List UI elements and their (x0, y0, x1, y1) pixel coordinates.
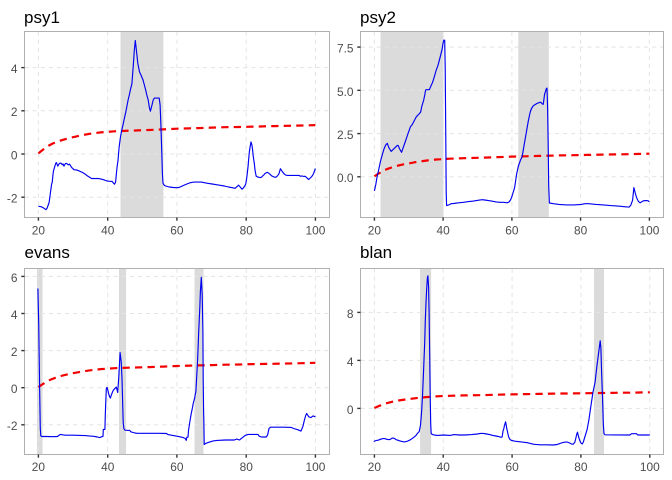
svg-text:20: 20 (368, 460, 382, 474)
svg-text:psy1: psy1 (24, 8, 60, 27)
svg-text:80: 80 (574, 223, 588, 237)
svg-text:0.0: 0.0 (337, 171, 354, 185)
svg-text:evans: evans (25, 243, 70, 262)
svg-text:-2: -2 (7, 192, 18, 206)
svg-text:4: 4 (11, 308, 18, 322)
svg-text:20: 20 (32, 223, 46, 237)
svg-text:100: 100 (305, 460, 325, 474)
svg-text:0: 0 (11, 382, 18, 396)
svg-text:7.5: 7.5 (337, 42, 354, 56)
svg-text:60: 60 (170, 460, 184, 474)
svg-text:80: 80 (240, 223, 254, 237)
svg-text:20: 20 (368, 223, 382, 237)
svg-text:80: 80 (240, 460, 254, 474)
svg-text:2: 2 (11, 345, 18, 359)
svg-text:40: 40 (101, 460, 115, 474)
svg-text:40: 40 (436, 223, 450, 237)
svg-text:5.0: 5.0 (337, 85, 354, 99)
svg-text:40: 40 (101, 223, 115, 237)
svg-text:40: 40 (437, 460, 451, 474)
svg-text:6: 6 (11, 271, 18, 285)
svg-text:60: 60 (170, 223, 184, 237)
svg-text:-2: -2 (7, 419, 18, 433)
svg-text:0: 0 (347, 403, 354, 417)
svg-text:60: 60 (505, 460, 519, 474)
svg-text:60: 60 (505, 223, 519, 237)
svg-text:100: 100 (305, 223, 325, 237)
svg-text:psy2: psy2 (360, 8, 396, 27)
svg-text:blan: blan (360, 243, 392, 262)
svg-text:0: 0 (11, 148, 18, 162)
svg-text:100: 100 (640, 460, 660, 474)
svg-text:2: 2 (11, 105, 18, 119)
svg-text:20: 20 (32, 460, 46, 474)
svg-text:100: 100 (639, 223, 659, 237)
svg-text:80: 80 (574, 460, 588, 474)
svg-text:2.5: 2.5 (337, 128, 354, 142)
svg-text:8: 8 (347, 307, 354, 321)
svg-text:4: 4 (347, 355, 354, 369)
svg-text:4: 4 (11, 62, 18, 76)
